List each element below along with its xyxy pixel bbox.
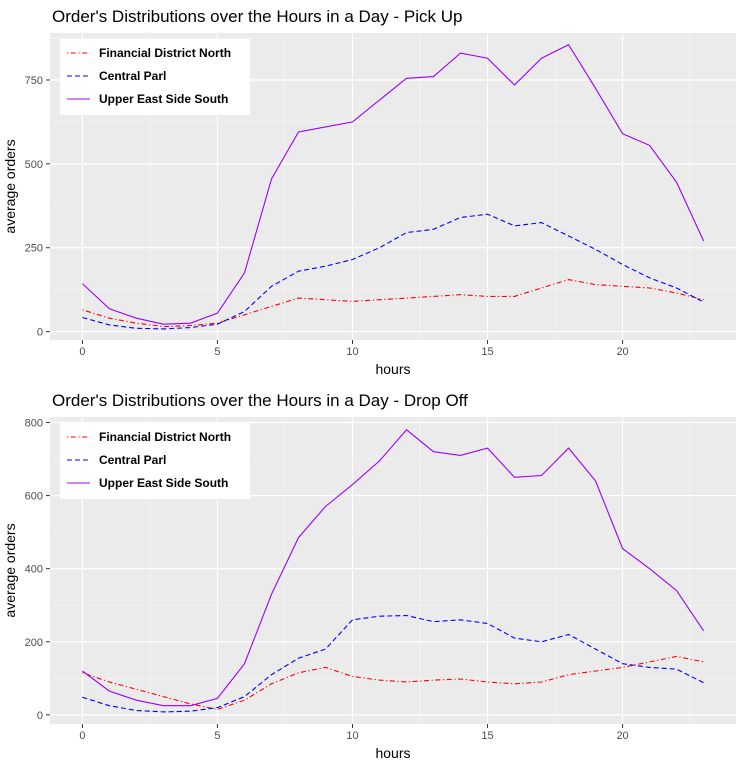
- dropoff-chart: Order's Distributions over the Hours in …: [0, 384, 744, 768]
- x-axis-label: hours: [375, 361, 410, 377]
- x-tick-label: 10: [346, 730, 358, 742]
- x-tick-label: 0: [79, 730, 85, 742]
- x-tick-label: 20: [616, 730, 628, 742]
- x-tick-label: 15: [481, 730, 493, 742]
- y-tick-label: 250: [25, 243, 43, 255]
- series-line-2: [82, 614, 704, 713]
- x-tick-label: 10: [346, 346, 358, 358]
- pickup-chart-svg: Order's Distributions over the Hours in …: [2, 7, 736, 377]
- y-tick-label: 500: [25, 159, 43, 171]
- y-tick-label: 200: [25, 637, 43, 649]
- y-tick-label: 0: [37, 710, 43, 722]
- pickup-chart: Order's Distributions over the Hours in …: [0, 0, 744, 384]
- x-tick-label: 5: [214, 730, 220, 742]
- legend-label-1: Financial District North: [99, 46, 231, 60]
- series-line-1: [82, 655, 704, 710]
- legend-label-2: Central Parl: [99, 69, 166, 83]
- chart-title: Order's Distributions over the Hours in …: [52, 7, 462, 26]
- series-line-3: [82, 429, 705, 707]
- y-tick-label: 750: [25, 75, 43, 87]
- x-tick-label: 15: [481, 346, 493, 358]
- y-tick-label: 400: [25, 564, 43, 576]
- dropoff-chart-svg: Order's Distributions over the Hours in …: [2, 391, 736, 761]
- legend-box: [60, 39, 250, 115]
- x-tick-label: 20: [616, 346, 628, 358]
- legend-label-2: Central Parl: [99, 453, 166, 467]
- x-axis-label: hours: [375, 745, 410, 761]
- y-tick-label: 800: [25, 417, 43, 429]
- y-axis-label: average orders: [2, 523, 18, 617]
- chart-title: Order's Distributions over the Hours in …: [52, 391, 468, 410]
- legend-label-1: Financial District North: [99, 430, 231, 444]
- legend-label-3: Upper East Side South: [99, 476, 228, 490]
- y-tick-label: 600: [25, 491, 43, 503]
- series-line-2: [82, 213, 704, 330]
- x-tick-label: 5: [214, 346, 220, 358]
- x-tick-label: 0: [79, 346, 85, 358]
- y-tick-label: 0: [37, 327, 43, 339]
- series-line-3: [82, 43, 705, 325]
- legend-box: [60, 423, 250, 499]
- y-axis-label: average orders: [2, 139, 18, 233]
- legend-label-3: Upper East Side South: [99, 92, 228, 106]
